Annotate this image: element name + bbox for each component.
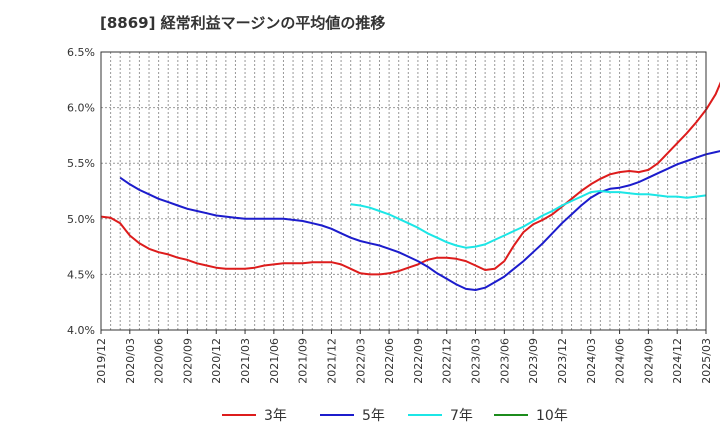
- legend-label: 3年: [264, 408, 287, 424]
- x-tick-label: 2023/03: [470, 338, 483, 384]
- x-tick-label: 2024/03: [585, 338, 598, 384]
- legend-item-3年: 3年: [222, 408, 287, 424]
- x-tick-label: 2024/06: [614, 338, 627, 384]
- y-tick-label: 6.5%: [67, 46, 95, 59]
- x-tick-label: 2021/09: [297, 338, 310, 384]
- legend-label: 10年: [536, 408, 568, 424]
- x-tick-label: 2022/03: [354, 338, 367, 384]
- y-tick-label: 5.0%: [67, 213, 95, 226]
- legend-label: 7年: [450, 408, 473, 424]
- y-tick-label: 4.5%: [67, 268, 95, 281]
- x-axis: 2019/12 2020/03 2020/06 2020/09 2020/12 2021/…: [95, 330, 713, 384]
- legend: 3年 5年 7年 10年: [222, 408, 568, 424]
- y-axis: 4.0% 4.5% 5.0% 5.5% 6.0% 6.5%: [67, 46, 95, 337]
- plot-background: [101, 52, 706, 330]
- x-tick-label: 2020/12: [210, 338, 223, 384]
- x-tick-label: 2021/06: [268, 338, 281, 384]
- x-tick-label: 2025/03: [700, 338, 713, 384]
- legend-item-7年: 7年: [408, 408, 473, 424]
- x-tick-label: 2019/12: [95, 338, 108, 384]
- chart-title: [8869] 経常利益マージンの平均値の推移: [100, 14, 386, 32]
- y-tick-label: 4.0%: [67, 324, 95, 337]
- x-tick-label: 2022/06: [383, 338, 396, 384]
- legend-item-10年: 10年: [494, 408, 568, 424]
- legend-item-5年: 5年: [320, 408, 385, 424]
- x-tick-label: 2020/03: [124, 338, 137, 384]
- x-tick-label: 2023/06: [498, 338, 511, 384]
- x-tick-label: 2021/03: [239, 338, 252, 384]
- series-line-7年: [350, 190, 707, 249]
- x-tick-label: 2020/06: [153, 338, 166, 384]
- legend-label: 5年: [362, 408, 385, 424]
- x-tick-label: 2023/12: [556, 338, 569, 384]
- x-tick-label: 2022/09: [412, 338, 425, 384]
- x-tick-label: 2022/12: [441, 338, 454, 384]
- plot-frame: [100, 51, 707, 331]
- x-tick-label: 2024/12: [671, 338, 684, 384]
- series-line-5年: [119, 150, 720, 291]
- y-tick-label: 6.0%: [67, 102, 95, 115]
- x-tick-label: 2021/12: [325, 338, 338, 384]
- grid-layer: [101, 52, 706, 330]
- x-tick-label: 2024/09: [642, 338, 655, 384]
- series-layer: [100, 81, 720, 291]
- x-tick-label: 2020/09: [181, 338, 194, 384]
- x-tick-label: 2023/09: [527, 338, 540, 384]
- y-tick-label: 5.5%: [67, 157, 95, 170]
- series-line-3年: [100, 81, 720, 276]
